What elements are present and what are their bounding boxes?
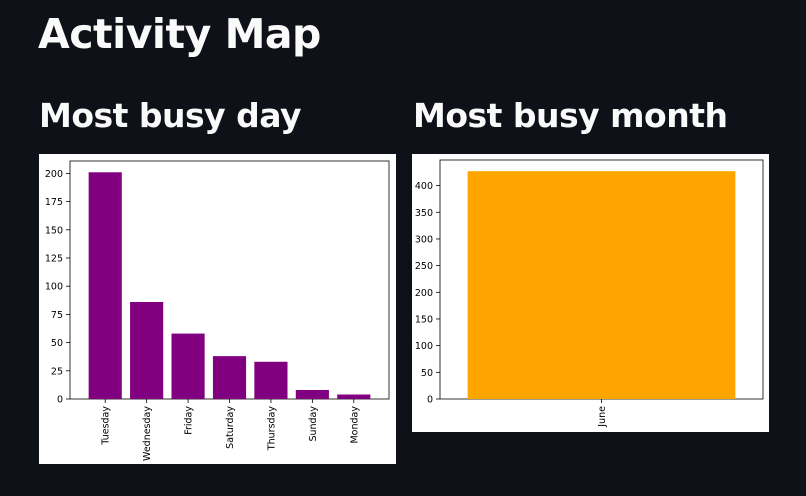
- busy-day-chart: 0 25 50 75 100 125 150 175 200 Tuesday Wednesday Fr…: [45, 160, 390, 461]
- day-ytick-label: 125: [45, 254, 63, 265]
- day-ytick-label: 100: [45, 282, 63, 293]
- day-xtick-label: Monday: [349, 406, 360, 444]
- month-ytick-label: 200: [415, 288, 433, 299]
- day-xtick-label: Wednesday: [142, 406, 153, 461]
- busy-month-chart-container: 0 50 100 150 200 250 300 350 400 June: [412, 154, 769, 432]
- page-title: Activity Map: [38, 10, 321, 58]
- busy-day-heading: Most busy day: [39, 96, 302, 135]
- day-ytick-label: 0: [57, 395, 63, 406]
- day-xtick-label: Saturday: [225, 406, 236, 449]
- day-xtick-label: Thursday: [266, 406, 277, 452]
- month-ytick-label: 0: [427, 395, 433, 406]
- month-ytick-label: 300: [415, 234, 433, 245]
- day-bar-sunday: [295, 389, 329, 399]
- busy-month-heading: Most busy month: [413, 96, 728, 135]
- month-ytick-label: 50: [421, 368, 433, 379]
- day-xtick-label: Tuesday: [101, 406, 112, 446]
- day-bar-wednesday: [130, 301, 164, 399]
- day-ytick-label: 200: [45, 169, 63, 180]
- month-xtick-label: June: [597, 406, 608, 428]
- month-ytick-label: 350: [415, 208, 433, 219]
- busy-day-chart-container: 0 25 50 75 100 125 150 175 200 Tuesday Wednesday Fr…: [39, 154, 396, 464]
- month-ytick-label: 400: [415, 181, 433, 192]
- day-bar-tuesday: [88, 172, 122, 399]
- month-bar-june: [467, 171, 736, 399]
- month-ytick-label: 250: [415, 261, 433, 272]
- busy-month-chart: 0 50 100 150 200 250 300 350 400 June: [415, 159, 764, 428]
- day-ytick-label: 75: [51, 310, 63, 321]
- day-bar-thursday: [254, 361, 288, 399]
- day-xtick-label: Friday: [184, 406, 195, 435]
- day-ytick-label: 150: [45, 225, 63, 236]
- day-ytick-label: 25: [51, 366, 63, 377]
- day-bar-saturday: [212, 356, 247, 399]
- day-ytick-label: 50: [51, 338, 63, 349]
- month-ytick-label: 150: [415, 314, 433, 325]
- day-xtick-label: Sunday: [308, 406, 319, 442]
- day-bar-monday: [337, 394, 371, 399]
- day-bar-friday: [171, 333, 205, 399]
- day-ytick-label: 175: [45, 197, 63, 208]
- month-ytick-label: 100: [415, 341, 433, 352]
